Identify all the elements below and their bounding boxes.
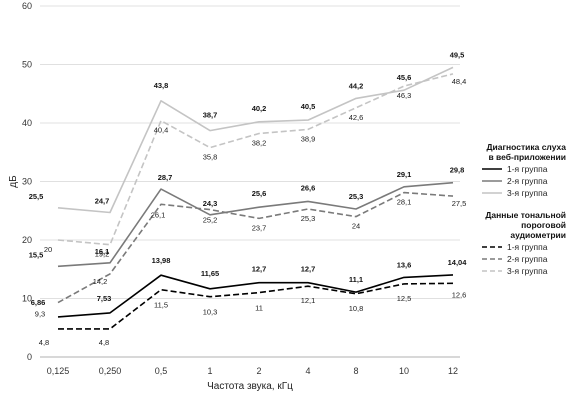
data-label: 12,1 [301, 296, 316, 305]
data-label: 6,86 [31, 298, 46, 307]
data-label: 44,2 [349, 81, 364, 90]
y-tick-label: 30 [22, 177, 32, 187]
y-tick-label: 60 [22, 1, 32, 11]
data-label: 46,3 [397, 91, 412, 100]
data-label: 23,7 [252, 223, 267, 232]
data-label: 25,6 [252, 189, 267, 198]
legend-group-title: в веб-приложении [488, 152, 566, 162]
data-label: 14,04 [448, 258, 468, 267]
legend-entry-label: 1-я группа [507, 242, 548, 252]
data-label: 24 [352, 222, 360, 231]
legend-group-title: Данные тональной [485, 210, 566, 220]
legend-entry-label: 3-я группа [507, 188, 548, 198]
data-label: 35,8 [203, 153, 218, 162]
legend-entry-label: 2-я группа [507, 176, 548, 186]
data-label: 20 [44, 245, 52, 254]
x-tick-label: 12 [448, 366, 458, 376]
data-label: 26,6 [301, 183, 316, 192]
data-label: 13,98 [152, 256, 171, 265]
y-tick-label: 0 [27, 352, 32, 362]
y-tick-label: 20 [22, 235, 32, 245]
data-label: 15,5 [29, 250, 44, 259]
data-label: 9,3 [35, 310, 45, 319]
data-label: 13,6 [397, 260, 412, 269]
series-line-audio-2 [57, 191, 454, 304]
x-tick-label: 0,125 [47, 366, 70, 376]
y-tick-label: 40 [22, 118, 32, 128]
data-label: 40,4 [154, 126, 169, 135]
data-label: 7,53 [97, 294, 112, 303]
x-axis-title: Частота звука, кГц [207, 381, 293, 392]
legend-entry-label: 1-я группа [507, 164, 548, 174]
y-axis-ticks: 0 10 20 30 40 50 60 [22, 1, 32, 362]
data-label: 4,8 [39, 338, 49, 347]
series-line-audio-3 [57, 73, 454, 246]
data-label: 38,9 [301, 134, 316, 143]
data-label: 12,6 [452, 290, 467, 299]
x-tick-label: 10 [399, 366, 409, 376]
data-label: 24,7 [95, 197, 110, 206]
legend-group-title: аудиометрии [510, 230, 566, 240]
series-line-web-1 [57, 274, 454, 318]
x-axis-ticks: 0,125 0,250 0,5 1 2 4 8 10 12 [47, 366, 458, 376]
data-label: 24,3 [203, 199, 218, 208]
data-labels: 6,86 7,53 13,98 11,65 12,7 12,7 11,1 13,6 14,04 1… [29, 50, 468, 346]
data-label: 40,2 [252, 104, 267, 113]
legend-entry-label: 3-я группа [507, 266, 548, 276]
data-label: 27,5 [452, 199, 467, 208]
data-label: 25,5 [29, 192, 44, 201]
data-label: 19,2 [95, 250, 110, 259]
data-label: 11,65 [201, 269, 219, 278]
data-label: 45,6 [397, 73, 412, 82]
data-label: 25,3 [301, 214, 316, 223]
data-label: 48,4 [452, 77, 467, 86]
data-label: 10,8 [349, 304, 364, 313]
data-label: 14,2 [93, 277, 108, 286]
data-label: 11,1 [349, 275, 363, 284]
series-line-web-2 [57, 181, 454, 268]
data-label: 11,5 [154, 301, 168, 310]
y-axis-title: дБ [8, 175, 19, 188]
x-tick-label: 4 [305, 366, 310, 376]
legend-entry-label: 2-я группа [507, 254, 548, 264]
x-tick-label: 2 [256, 366, 261, 376]
data-label: 4,8 [99, 338, 109, 347]
data-label: 38,7 [203, 111, 218, 120]
data-label: 12,7 [301, 265, 316, 274]
data-label: 29,1 [397, 170, 412, 179]
x-tick-label: 0,5 [155, 366, 168, 376]
data-label: 25,3 [349, 192, 364, 201]
series-lines [57, 66, 454, 330]
data-label: 28,7 [158, 173, 173, 182]
data-label: 16,1 [95, 247, 110, 256]
data-label: 28,1 [397, 198, 412, 207]
x-tick-label: 1 [207, 366, 212, 376]
x-tick-label: 0,250 [99, 366, 122, 376]
legend-group-title: пороговой [521, 220, 566, 230]
data-label: 42,6 [349, 113, 364, 122]
data-label: 38,2 [252, 139, 267, 148]
y-tick-label: 10 [22, 294, 32, 304]
y-tick-label: 50 [22, 60, 32, 70]
data-label: 25,2 [203, 216, 218, 225]
grid-lines [40, 5, 460, 358]
data-label: 29,8 [450, 166, 465, 175]
data-label: 11 [255, 304, 263, 313]
data-label: 12,7 [252, 265, 267, 274]
series-line-audio-1 [58, 282, 454, 330]
x-tick-label: 8 [353, 366, 358, 376]
data-label: 12,5 [397, 294, 412, 303]
data-label: 40,5 [301, 102, 316, 111]
data-label: 49,5 [450, 50, 465, 59]
data-label: 10,3 [203, 308, 218, 317]
data-label: 26,1 [151, 210, 166, 219]
series-line-web-3 [57, 66, 454, 214]
data-label: 43,8 [154, 81, 169, 90]
legend-group-title: Диагностика слуха [486, 142, 566, 152]
